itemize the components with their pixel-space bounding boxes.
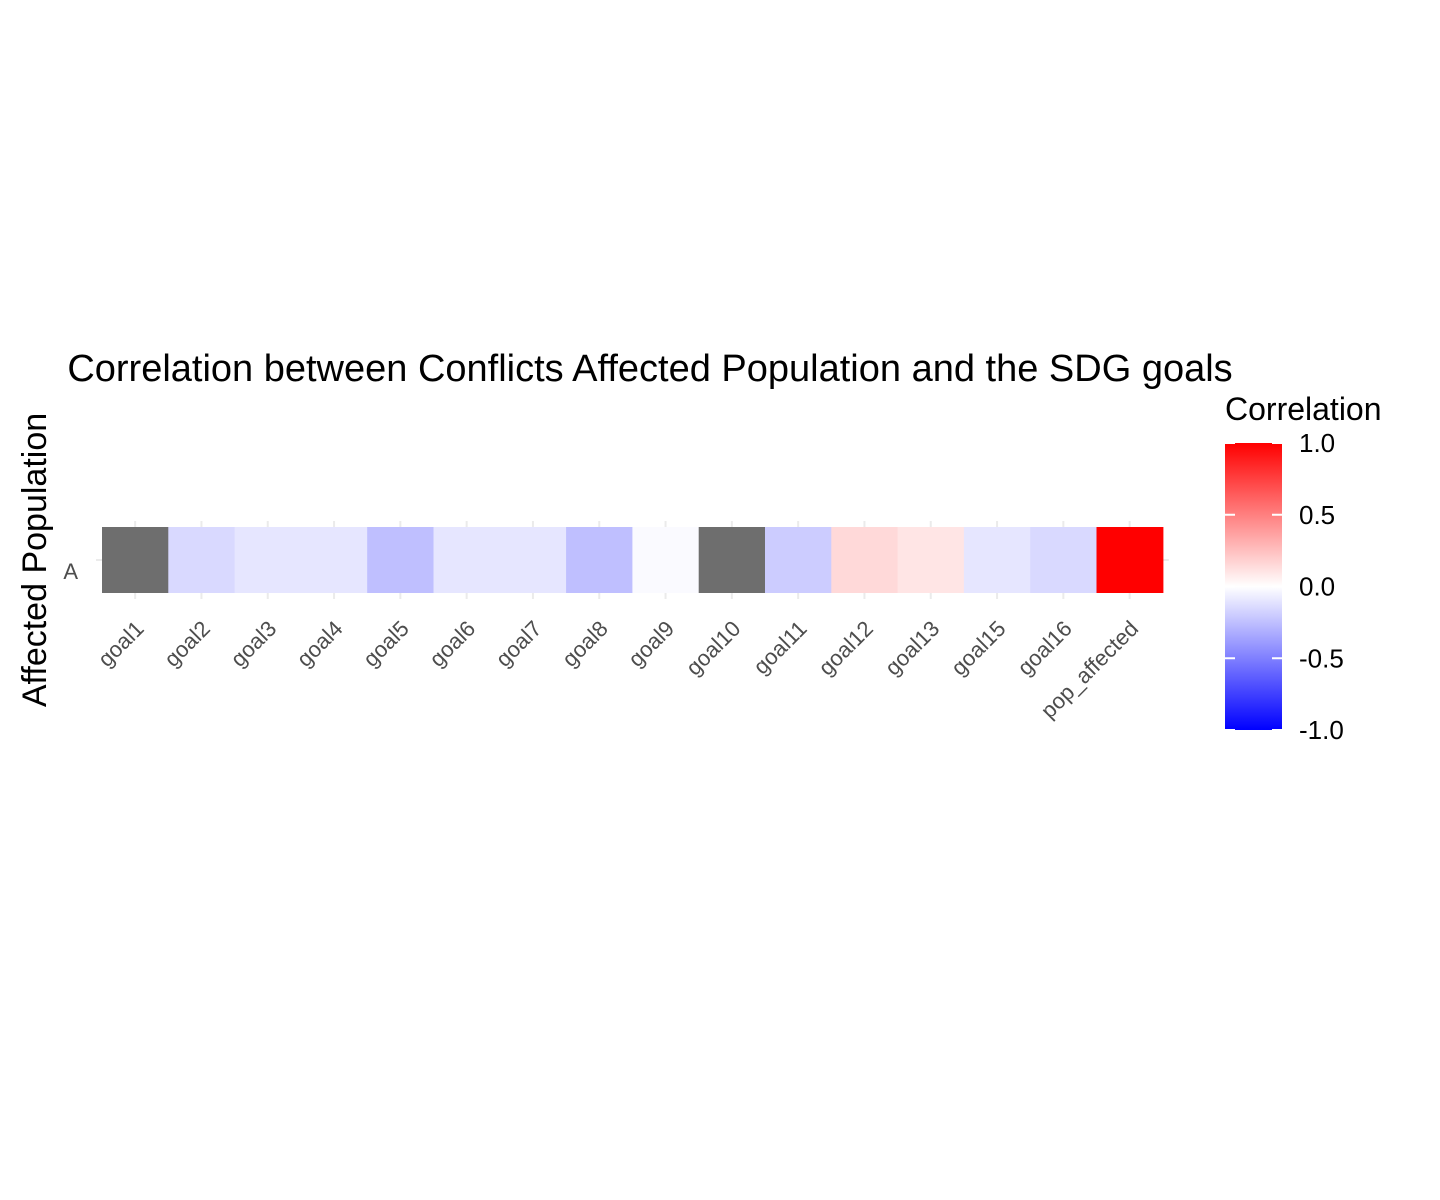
heatmap-cell-goal3 [234,527,302,593]
heatmap-cell-goal6 [433,527,501,593]
heatmap-cell-pop_affected [1096,527,1164,593]
legend-break-label: -1.0 [1299,715,1344,745]
legend-title: Correlation [1225,391,1382,427]
heatmap-cells [102,527,1164,593]
x-tick-label: goal10 [681,616,745,680]
heatmap-cell-goal12 [831,527,899,593]
x-tick-label: goal6 [424,616,480,672]
x-tick-label: goal11 [748,616,811,679]
legend-break-label: 0.0 [1299,572,1335,602]
heatmap-cell-goal8 [566,527,633,593]
x-tick-label: goal8 [557,616,613,672]
legend-breaks: 1.0 0.5 0.0 -0.5 -1.0 [1225,428,1344,745]
heatmap-cell-goal1 [102,527,169,593]
x-tick-label: goal13 [880,616,944,680]
x-tick-label: goal5 [358,616,414,672]
heatmap-cell-goal7 [499,527,567,593]
x-tick-label: goal2 [159,616,215,672]
x-tick-label: goal1 [93,616,149,672]
x-tick-label: goal15 [946,616,1010,680]
x-tick-label: goal12 [814,616,878,680]
heatmap-cell-goal9 [632,527,700,593]
y-tick-labels: A [63,559,78,584]
heatmap-cell-goal11 [765,527,832,593]
heatmap-cell-goal5 [367,527,435,593]
chart-title: Correlation between Conflicts Affected P… [67,348,1232,390]
y-tick-label: A [63,559,78,584]
legend-break-label: 1.0 [1299,428,1335,458]
heatmap-cell-goal15 [963,527,1031,593]
legend: Correlation 1.0 0.5 0.0 -0.5 -1.0 [1225,391,1382,745]
legend-break-label: -0.5 [1299,643,1344,673]
x-tick-label: goal9 [623,616,679,672]
x-tick-label: goal7 [491,616,547,672]
heatmap-cell-goal4 [300,527,368,593]
y-axis-label: Affected Population [16,413,54,707]
heatmap-cell-goal10 [698,527,766,593]
x-tick-label: goal3 [226,616,282,672]
heatmap-cell-goal13 [897,527,965,593]
x-tick-label: goal16 [1012,616,1076,680]
heatmap-cell-goal2 [168,527,236,593]
x-tick-labels: goal1 goal2 goal3 goal4 goal5 goal6 goal7 goal8… [93,616,1143,723]
heatmap-cell-goal16 [1030,527,1098,593]
x-tick-label: goal4 [292,616,348,672]
legend-break-label: 0.5 [1299,500,1335,530]
